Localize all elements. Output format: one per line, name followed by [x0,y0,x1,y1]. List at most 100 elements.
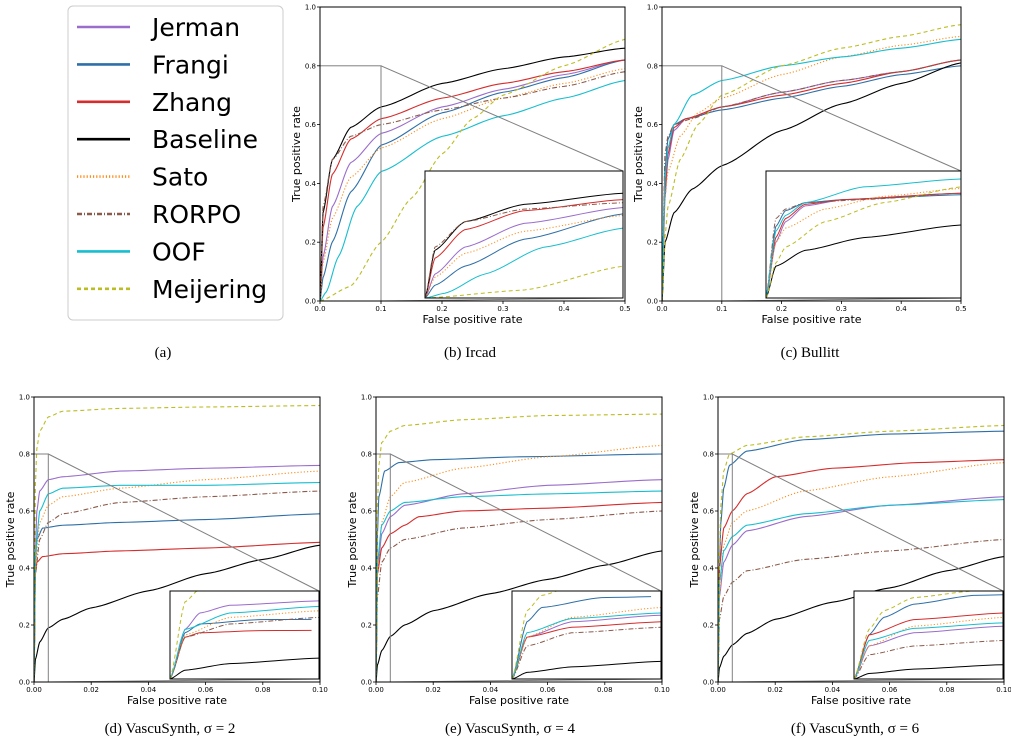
chart-3-ytick-label: 0.2 [19,622,30,630]
chart-1-ytick-label: 0.2 [305,239,316,247]
chart-1-ytick-label: 0.0 [305,298,316,306]
chart-1-xtick-label: 0.0 [314,305,325,313]
chart-4-inset-series-baseline [512,660,661,679]
chart-3-ytick-label: 0.8 [19,451,30,459]
chart-5-inset-series-sato [854,616,1003,679]
chart-5-series-sato [718,462,1004,682]
chart-3-ytick-label: 1.0 [19,394,30,402]
chart-1-frame [319,6,626,302]
chart-5-xtick-label: 0.02 [767,686,783,694]
chart-2-inset-series-oof [766,178,961,298]
chart-3-ylabel: True positive rate [4,491,17,588]
chart-5-frame [717,396,1005,683]
chart-1-inset-series-rorpo [425,202,623,298]
chart-3-xtick-label: 0.10 [312,686,328,694]
chart-4-frame [375,396,663,683]
chart-1-series-meijering [320,38,625,301]
chart-2-zoom-box [661,65,723,302]
chart-4-xtick-label: 0.06 [540,686,556,694]
chart-1-inset-series-frangi [425,213,623,298]
chart-2-ytick-label: 0.8 [647,62,658,70]
chart-3-xtick-label: 0.00 [26,686,42,694]
chart-5-inset-series-meijering [854,591,1003,679]
legend-label-baseline: Baseline [152,125,258,154]
chart-3-caption: (d) VascuSynth, σ = 2 [105,721,236,737]
chart-2-ytick-label: 0.4 [647,180,659,188]
chart-2-inset-series-baseline [766,224,961,298]
legend-label-rorpo: RORPO [152,200,241,229]
chart-2-series-oof [662,38,961,301]
legend-frame [67,5,284,321]
chart-4-inset-series-rorpo [512,626,661,679]
chart-5-ylabel: True positive rate [688,491,701,588]
chart-1-xtick-label: 0.3 [497,305,508,313]
chart-2-inset-series-rorpo [766,192,961,298]
chart-panels: 0.0 0.1 0.2 0.3 0.4 0.5 0.0 0.2 0.4 0.6 0.8 1.0 Fals… [4,4,1011,738]
chart-5-ytick-label: 0.0 [703,679,714,687]
chart-2-series-zhang [662,59,961,301]
chart-4-series-frangi [376,453,662,682]
chart-3-ytick-label: 0.4 [19,565,31,573]
chart-3-lines [34,405,320,682]
chart-4-ytick-label: 0.0 [361,679,372,687]
chart-5-ytick-label: 1.0 [703,394,714,402]
chart-3-frame [33,396,321,683]
chart-4-inset-series-oof [512,612,661,679]
chart-4-ytick-label: 0.6 [361,508,373,516]
chart-3-inset-series-baseline [170,657,319,679]
chart-3-inset-series-rorpo [170,616,319,679]
chart-2-xtick-label: 0.4 [896,305,908,313]
chart-2-xtick-label: 0.5 [955,305,966,313]
chart-3-inset-series-oof [170,605,319,679]
chart-3-xlabel: False positive rate [127,694,227,707]
chart-1-zoom-connector-top [380,65,624,172]
chart-4-xtick-label: 0.04 [483,686,499,694]
chart-2-inset-series-meijering [766,186,961,298]
chart-5-inset [853,590,1004,680]
chart-1-series-sato [320,68,625,301]
legend-label-meijering: Meijering [152,275,267,304]
chart-4-zoom-connector-top [390,453,662,592]
chart-3-ytick-label: 0.0 [19,679,30,687]
chart-4-xtick-label: 0.00 [368,686,384,694]
chart-4-xtick-label: 0.10 [654,686,670,694]
chart-panel-3: 0.00 0.02 0.04 0.06 0.08 0.10 0.0 0.2 0.4 0.6 0.8 1… [4,394,328,738]
chart-5-inset-frame [853,590,1004,680]
chart-1-ytick-label: 0.8 [305,62,316,70]
chart-5-series-baseline [718,556,1004,682]
chart-1-xtick-label: 0.5 [619,305,630,313]
chart-4-series-zhang [376,501,662,682]
chart-4-series-meijering [376,413,662,682]
chart-5-ytick-label: 0.6 [703,508,715,516]
chart-4-inset [511,590,662,680]
chart-4-inset-series-zhang [512,621,661,679]
chart-1-inset-frame [424,170,624,299]
chart-5-inset-series-oof [854,622,1003,679]
chart-2-frame [661,6,962,302]
chart-3-series-oof [34,481,320,682]
chart-5-xtick-label: 0.10 [996,686,1011,694]
chart-5-inset-series-baseline [854,664,1003,679]
chart-3-xtick-label: 0.08 [255,686,271,694]
chart-5-inset-series-zhang [854,612,1003,679]
chart-panel-1: 0.0 0.1 0.2 0.3 0.4 0.5 0.0 0.2 0.4 0.6 0.8 1.0 Fals… [290,4,631,362]
chart-2-ytick-label: 0.2 [647,239,658,247]
chart-5-xtick-label: 0.00 [710,686,726,694]
chart-3-inset-frame [169,590,320,680]
chart-2-xtick-label: 0.1 [716,305,727,313]
legend: Jerman Frangi Zhang Baseline Sato RORPO OOF Mei… [67,5,284,321]
chart-panel-2: 0.0 0.1 0.2 0.3 0.4 0.5 0.0 0.2 0.4 0.6 0.8 1.0 Fals… [632,4,967,362]
chart-4-inset-series-frangi [512,596,652,679]
chart-2-ytick-label: 0.6 [647,121,659,129]
chart-1-caption: (b) Ircad [444,345,497,361]
chart-2-xlabel: False positive rate [761,313,861,326]
chart-2-caption: (c) Bullitt [781,345,841,361]
chart-1-xtick-label: 0.2 [436,305,447,313]
legend-caption: (a) [155,345,172,361]
chart-5-series-zhang [718,459,1004,682]
chart-3-inset [169,590,320,680]
chart-1-ytick-label: 0.6 [305,121,317,129]
chart-4-lines [376,413,662,682]
chart-2-ytick-label: 1.0 [647,4,658,12]
chart-1-xtick-label: 0.1 [375,305,386,313]
